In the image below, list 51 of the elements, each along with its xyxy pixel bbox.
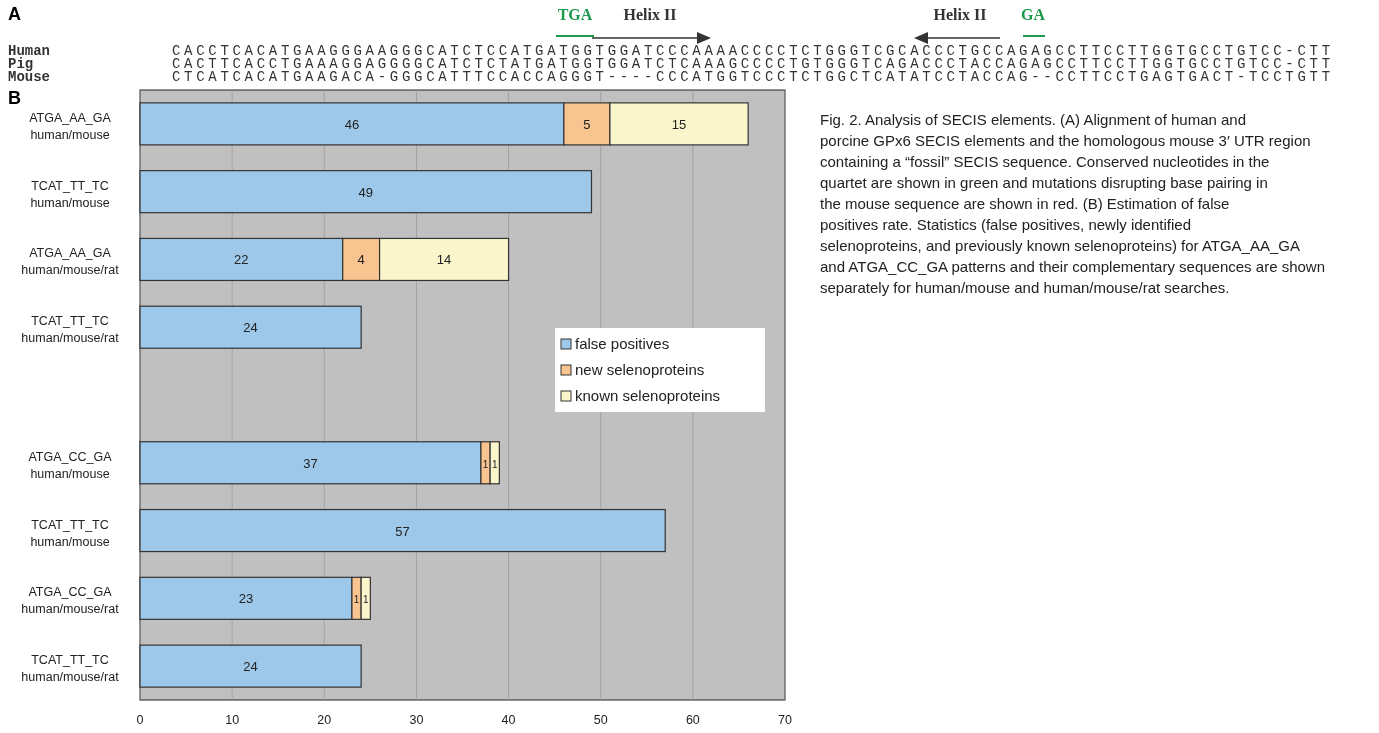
legend-label: false positives [575, 335, 670, 352]
x-tick-label: 50 [593, 713, 608, 727]
y-tick-label: ATGA_CC_GA human/mouse [28, 449, 113, 481]
data-label: 1 [362, 594, 369, 606]
data-label: 5 [583, 116, 591, 132]
data-label: 57 [395, 523, 410, 539]
data-label: 24 [243, 659, 258, 675]
bar [139, 305, 362, 349]
data-label: 4 [357, 252, 365, 268]
x-tick-label: 60 [685, 713, 700, 727]
text: Helix II [933, 6, 987, 23]
x-tick-label: 10 [225, 713, 240, 727]
data-label: 14 [436, 252, 452, 268]
data-label: 24 [243, 320, 258, 336]
y-tick-label: TCAT_TT_TC human/mouse [30, 178, 110, 210]
data-label: 1 [491, 458, 498, 470]
y-tick-label: TCAT_TT_TC human/mouse/rat [21, 653, 120, 685]
text: Mouse [8, 69, 51, 85]
data-label: 23 [238, 591, 254, 607]
data-label: 37 [303, 455, 318, 471]
y-tick-label: ATGA_CC_GA human/mouse/rat [21, 585, 120, 617]
y-tick-label: ATGA_AA_GA human/mouse [29, 110, 112, 142]
x-tick-label: 0 [136, 713, 144, 727]
text: CTCATCACATGAAGACA-GGGCATTTCCACCAGGGT----CCCATGGTCCCTCTGGCTCATATCCTACCAG--CCTTCCTGAGTGACT-TCCTGTT [172, 69, 1334, 85]
y-tick-label: ATGA_AA_GA human/mouse/rat [21, 246, 120, 278]
text: Fig. 2. Analysis of SECIS elements. (A) Alignment of human and porcine GPx6 SECIS elements and the homologous mouse 3′ UTR region containing a “fossil” SECIS sequence. Conserved nucleotides in the quartet are shown in green and mutations disrupting base pairing in the mouse sequence are shown in red. (B) Estimation of false positives rate. Statistics (false positives, newly identified selenoproteins, and previously known selenoproteins) for ATGA_AA_GA and ATGA_CC_GA patterns and their complementary sequences are shown separately for human/mouse and human/mouse/rat searches. [820, 111, 1325, 296]
bar [139, 508, 666, 553]
data-label: 15 [671, 116, 687, 132]
text: CACTTCACCTGAAAGGAGGGGCATCTCTATGATGGTGGATCTCAAAGCCCCTGTGGGTCAGACCCTACCAGAGCCTTCCTTGGTGCCTGTCC-CTT [172, 56, 1334, 72]
text: CACCTCACATGAAGGGAAGGGCATCTCCATGATGGTGGATCCCAAAACCCCTCTGGGTCGCACCCTGCCAGAGCCTTCCTTGGTGCCTGTCC-CTT [172, 43, 1334, 59]
x-tick-label: 40 [501, 713, 516, 727]
text: Pig [8, 56, 34, 72]
x-tick-label: 30 [409, 713, 424, 727]
text: A [8, 4, 21, 24]
text: Helix II [623, 6, 677, 23]
data-label: 1 [482, 458, 489, 470]
y-tick-label: TCAT_TT_TC human/mouse [30, 517, 110, 549]
x-tick-label: 20 [317, 713, 332, 727]
data-label: 22 [234, 252, 249, 268]
bar [139, 644, 362, 688]
data-label: 1 [353, 594, 360, 606]
text: GA [1021, 6, 1046, 23]
legend-label: known selenoproteins [575, 387, 721, 404]
legend-label: new selenoproteins [575, 361, 705, 378]
data-label: 46 [344, 116, 360, 132]
x-tick-label: 70 [778, 713, 792, 727]
text: TGA [557, 6, 593, 23]
data-label: 49 [358, 184, 373, 200]
y-tick-label: TCAT_TT_TC human/mouse/rat [21, 314, 120, 346]
bar [139, 170, 593, 214]
chart-title: B [8, 88, 21, 108]
